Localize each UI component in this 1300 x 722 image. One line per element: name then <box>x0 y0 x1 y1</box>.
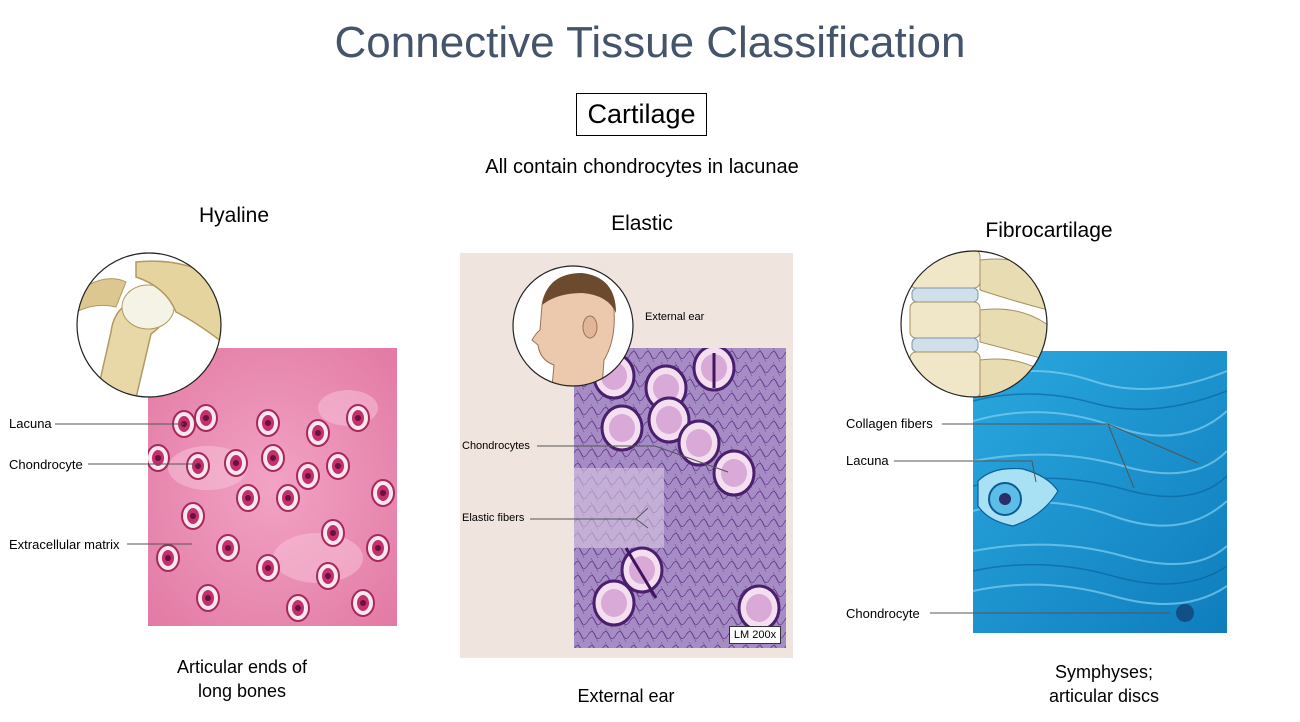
label-chondrocyte: Chondrocyte <box>9 457 83 472</box>
head-profile-illustration <box>512 265 634 387</box>
label-collagen-fibers: Collagen fibers <box>846 416 933 431</box>
elastic-heading: Elastic <box>611 212 673 235</box>
hyaline-caption-line-2: long bones <box>197 681 287 701</box>
page-title: Connective Tissue Classification <box>334 18 966 67</box>
elastic-caption-line-1: External ear <box>577 686 675 706</box>
vertebrae-illustration <box>900 250 1048 398</box>
hyaline-caption-line-1: Articular ends of <box>176 657 308 677</box>
label-lacuna: Lacuna <box>9 416 52 431</box>
fibrocartilage-caption: Symphyses; articular discs <box>1004 660 1204 708</box>
magnification-badge: LM 200x <box>729 626 781 644</box>
category-box: Cartilage <box>576 93 707 136</box>
fibro-caption-line-1: Symphyses; <box>1054 662 1154 682</box>
fibro-caption-line-2: articular discs <box>1048 686 1160 706</box>
subtitle: All contain chondrocytes in lacunae <box>485 156 799 178</box>
fibrocartilage-heading: Fibrocartilage <box>985 219 1113 242</box>
hyaline-heading: Hyaline <box>198 204 270 227</box>
elastic-micrograph <box>574 348 786 648</box>
hyaline-caption: Articular ends of long bones <box>142 655 342 703</box>
label-elastic-fibers: Elastic fibers <box>462 512 525 524</box>
label-external-ear: External ear <box>645 311 705 323</box>
label-fibro-chondrocyte: Chondrocyte <box>846 606 920 621</box>
label-fibro-lacuna: Lacuna <box>846 453 889 468</box>
shoulder-joint-illustration <box>76 252 222 398</box>
label-chondrocytes: Chondrocytes <box>462 440 530 452</box>
elastic-caption: External ear <box>526 684 726 708</box>
label-extracellular-matrix: Extracellular matrix <box>9 537 120 552</box>
hyaline-micrograph <box>148 348 397 626</box>
fibrocartilage-micrograph <box>973 351 1227 633</box>
